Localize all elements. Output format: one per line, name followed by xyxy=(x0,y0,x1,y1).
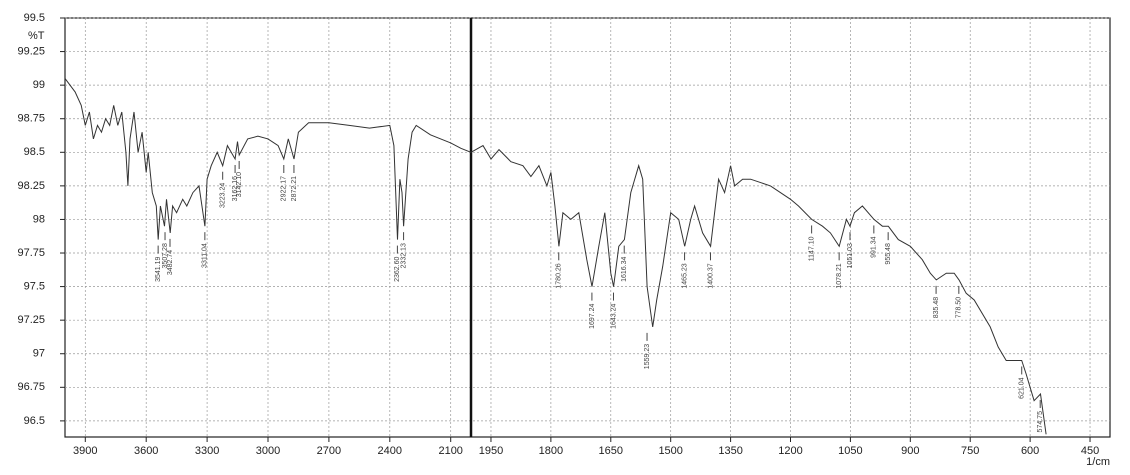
peak-label: 1780.26 xyxy=(556,263,563,288)
plot-frame xyxy=(64,17,1111,438)
x-tick-label: 1950 xyxy=(479,445,503,457)
peak-label: 2922.17 xyxy=(281,176,288,201)
y-axis-label: %T xyxy=(28,30,45,42)
peak-label: 2362.60 xyxy=(394,256,401,281)
spectrum-line xyxy=(64,78,1047,435)
x-tick-label: 900 xyxy=(901,445,919,457)
peak-label: 3311.04 xyxy=(202,243,209,268)
peak-label: 3142.10 xyxy=(236,172,243,197)
peak-label: 3223.24 xyxy=(220,183,227,208)
peak-label: 3541.19 xyxy=(155,256,162,281)
x-tick-label: 450 xyxy=(1081,445,1099,457)
y-tick-label: 96.75 xyxy=(17,381,45,393)
y-tick-label: 97.5 xyxy=(24,280,45,292)
peak-label: 574.75 xyxy=(1037,411,1044,433)
peak-label: 955.48 xyxy=(885,243,892,265)
x-tick-label: 750 xyxy=(961,445,979,457)
x-tick-label: 3300 xyxy=(195,445,219,457)
x-tick-label: 1650 xyxy=(599,445,623,457)
y-tick-label: 99 xyxy=(33,79,45,91)
peak-label: 1078.21 xyxy=(836,263,843,288)
y-tick-label: 98.5 xyxy=(24,146,45,158)
peak-label: 3507.28 xyxy=(162,243,169,268)
y-tick-label: 97.25 xyxy=(17,314,45,326)
peak-label: 778.50 xyxy=(956,297,963,319)
y-tick-label: 98.25 xyxy=(17,180,45,192)
x-axis-label: 1/cm xyxy=(1086,456,1110,468)
peak-label: 3162.16 xyxy=(232,176,239,201)
peak-label: 1643.24 xyxy=(610,303,617,328)
peak-label: 1465.23 xyxy=(681,263,688,288)
x-tick-label: 1500 xyxy=(658,445,682,457)
x-tick-label: 1350 xyxy=(718,445,742,457)
x-tick-label: 2400 xyxy=(378,445,402,457)
peak-label: 991.34 xyxy=(871,236,878,258)
peak-label: 1559.23 xyxy=(644,344,651,369)
peak-label: 1400.37 xyxy=(707,263,714,288)
x-tick-label: 3900 xyxy=(73,445,97,457)
y-tick-label: 99.25 xyxy=(17,45,45,57)
peak-label: 1051.03 xyxy=(847,243,854,268)
y-tick-label: 98 xyxy=(33,213,45,225)
y-tick-label: 97.75 xyxy=(17,247,45,259)
y-tick-label: 98.75 xyxy=(17,113,45,125)
x-tick-label: 2100 xyxy=(438,445,462,457)
x-tick-label: 1050 xyxy=(838,445,862,457)
x-tick-label: 3600 xyxy=(134,445,158,457)
y-tick-label: 97 xyxy=(33,348,45,360)
peak-label: 835.48 xyxy=(933,297,940,319)
x-tick-label: 2700 xyxy=(317,445,341,457)
peak-label: 2872.21 xyxy=(291,176,298,201)
x-tick-label: 1800 xyxy=(539,445,563,457)
peak-label: 1697.24 xyxy=(589,303,596,328)
peak-label: 1147.10 xyxy=(808,236,815,261)
y-tick-label: 96.5 xyxy=(24,415,45,427)
peak-label: 2332.13 xyxy=(400,243,407,268)
x-tick-label: 1200 xyxy=(778,445,802,457)
y-tick-label: 99.5 xyxy=(24,12,45,24)
x-tick-label: 3000 xyxy=(256,445,280,457)
peak-label: 621.04 xyxy=(1019,377,1026,399)
peak-label: 3482.74 xyxy=(167,250,174,275)
x-tick-label: 600 xyxy=(1021,445,1039,457)
peak-label: 1616.34 xyxy=(621,256,628,281)
